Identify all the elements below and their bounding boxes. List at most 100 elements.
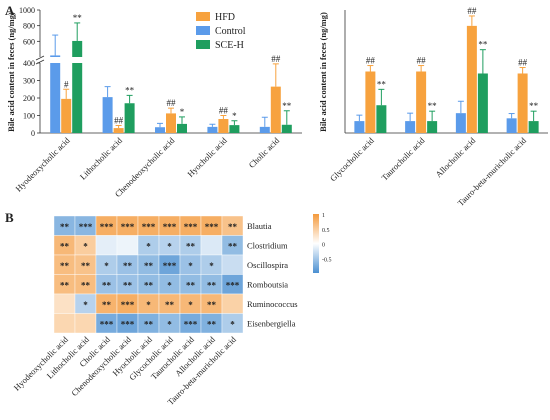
- x-tick-label: Chenodeoxycholic acid: [113, 135, 177, 199]
- bar-control: [102, 97, 113, 133]
- significance-label: **: [73, 13, 83, 23]
- bar-hfd: [166, 113, 176, 133]
- bar-control: [506, 118, 517, 133]
- heatmap-star: ***: [205, 222, 219, 232]
- heatmap-star: *: [146, 241, 151, 251]
- bar-sce-h: [72, 63, 83, 133]
- significance-label: ##: [366, 56, 376, 66]
- y-tick-label: 400: [23, 59, 35, 68]
- heatmap-star: *: [146, 300, 151, 310]
- heatmap-star: *: [188, 300, 193, 310]
- chart-a-right: Bile acid content in feces (ng/mg) ## ** Gl…: [318, 6, 548, 208]
- x-tick-label: Glycocholic acid: [328, 135, 376, 183]
- bar-sce-h: [376, 105, 387, 133]
- colorbar-tick-label: 0.5: [322, 228, 330, 234]
- colorbar: [313, 214, 319, 273]
- heatmap-row-label: Ruminococcus: [247, 299, 298, 309]
- heatmap-star: ***: [184, 222, 198, 232]
- legend-label-control: Control: [215, 26, 246, 37]
- significance-label: ##: [417, 56, 427, 66]
- heatmap-cell: [200, 235, 223, 256]
- heatmap-star: ***: [163, 261, 177, 271]
- legend-swatch-control: [196, 26, 210, 35]
- heatmap-star: *: [188, 261, 193, 271]
- heatmap-star: **: [186, 280, 196, 290]
- bar-control: [207, 126, 218, 133]
- y-tick-label: 300: [23, 77, 35, 86]
- significance-label: ##: [518, 58, 528, 68]
- heatmap-row-label: Oscillospira: [247, 260, 288, 270]
- y-tick-label: 800: [23, 22, 35, 31]
- heatmap-star: **: [228, 241, 238, 251]
- bar-sce-h: [177, 123, 187, 133]
- heatmap-cell: [221, 313, 244, 334]
- y-tick-label: 0: [31, 129, 35, 138]
- bar-control: [155, 127, 165, 133]
- heatmap-star: **: [60, 222, 70, 232]
- heatmap-star: *: [230, 319, 235, 329]
- y-tick-label: 1000: [19, 6, 35, 15]
- significance-label: **: [377, 79, 387, 89]
- y-tick-label: 600: [23, 37, 35, 46]
- bar-control: [405, 121, 416, 133]
- colorbar-tick-label: -0.5: [322, 257, 332, 263]
- significance-label: **: [125, 85, 135, 95]
- bar-control: [50, 63, 61, 133]
- heatmap-star: ***: [142, 222, 156, 232]
- y-axis-label: Bile acid content in feces (ng/mg): [318, 12, 328, 132]
- significance-label: **: [529, 101, 539, 111]
- bar-control: [354, 121, 365, 133]
- bar-hfd: [270, 86, 281, 133]
- significance-label: ##: [167, 98, 177, 108]
- axis-break-mark: [35, 55, 45, 61]
- significance-label: **: [428, 101, 438, 111]
- heatmap-star: **: [207, 319, 217, 329]
- panel-label-b: B: [5, 210, 14, 225]
- panel-label-a: A: [5, 3, 15, 18]
- legend-a: HFD Control SCE-H: [196, 12, 246, 51]
- heatmap-star: ***: [100, 222, 114, 232]
- heatmap-star: **: [60, 280, 70, 290]
- heatmap-star: ***: [226, 280, 240, 290]
- y-tick-label: 200: [23, 94, 35, 103]
- heatmap-cell: [116, 235, 139, 256]
- x-tick-label: Lithocholic acid: [78, 135, 125, 182]
- bar-control: [259, 126, 270, 133]
- heatmap-star: **: [165, 300, 175, 310]
- heatmap-star: *: [167, 280, 172, 290]
- significance-label: ##: [219, 106, 229, 116]
- heatmap-star: **: [144, 319, 154, 329]
- significance-label: ##: [271, 54, 281, 64]
- heatmap-row-label: Eisenbergiella: [247, 318, 296, 328]
- heatmap-star: **: [102, 300, 112, 310]
- heatmap-star: *: [104, 261, 109, 271]
- heatmap-star: **: [60, 261, 70, 271]
- heatmap-cell: [74, 313, 97, 334]
- bar-hfd: [416, 71, 427, 133]
- legend-label-sce-h: SCE-H: [215, 40, 244, 51]
- y-axis-label: Bile acid content in feces (ng/mg): [6, 12, 16, 132]
- significance-label: ##: [467, 6, 477, 16]
- significance-label: #: [64, 79, 69, 89]
- bar-sce-h: [229, 125, 240, 133]
- bar-hfd: [218, 119, 229, 133]
- heatmap-star: **: [207, 300, 217, 310]
- heatmap-star: ***: [184, 319, 198, 329]
- heatmap-star: **: [144, 261, 154, 271]
- x-tick-label: Taurocholic acid: [379, 135, 427, 183]
- heatmap-cell: [95, 235, 118, 256]
- bar-hfd: [61, 98, 72, 133]
- heatmap-b: ** *** *** *** *** *** *** *** ** Blautia** * * * ** *…: [12, 213, 332, 407]
- heatmap-star: ***: [163, 222, 177, 232]
- bar-sce-h: [528, 121, 539, 133]
- bar-hfd: [365, 71, 376, 133]
- significance-label: *: [180, 107, 185, 117]
- heatmap-star: **: [186, 241, 196, 251]
- y-tick-label: 100: [23, 112, 35, 121]
- heatmap-star: ***: [79, 222, 93, 232]
- heatmap-row-label: Blautia: [247, 221, 272, 231]
- significance-label: **: [478, 40, 488, 50]
- bar-sce-h: [281, 124, 292, 133]
- bar-control: [455, 113, 466, 133]
- heatmap-star: **: [123, 261, 133, 271]
